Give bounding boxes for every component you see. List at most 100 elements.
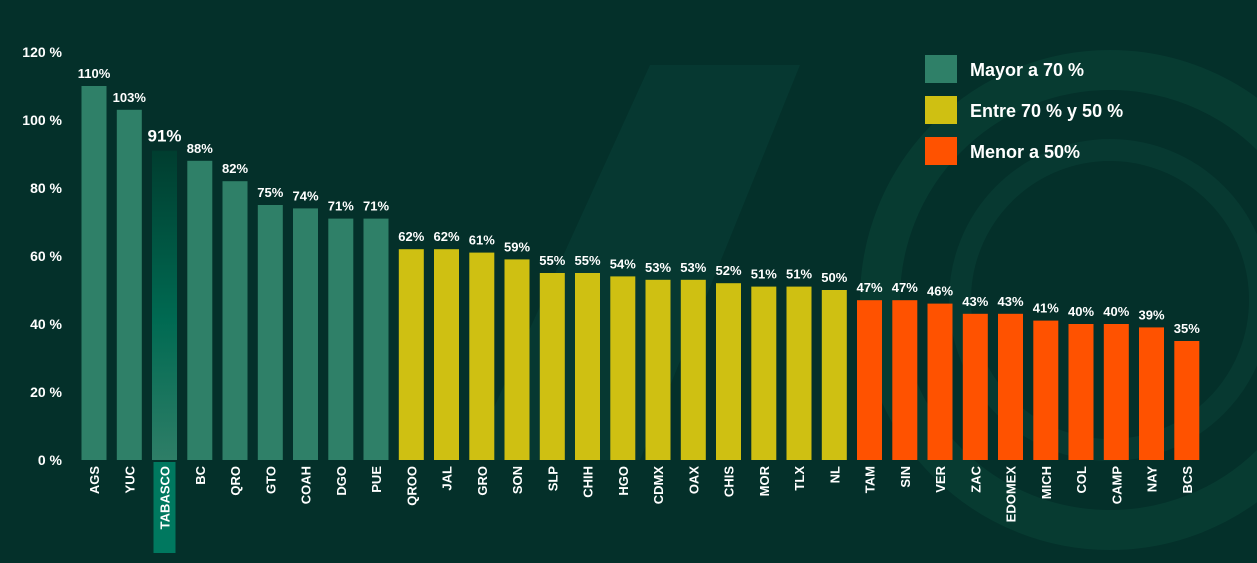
x-tick-label-camp: CAMP	[1109, 466, 1124, 505]
bar-tabasco	[152, 150, 177, 460]
value-label-pue: 71%	[363, 199, 389, 214]
bar-hgo	[610, 276, 636, 460]
value-label-zac: 43%	[962, 294, 988, 309]
value-label-tlx: 51%	[786, 267, 812, 282]
value-label-sin: 47%	[892, 280, 918, 295]
value-label-bc: 88%	[187, 141, 213, 156]
y-axis: 0 % 20 % 40 % 60 % 80 % 100 % 120 %	[22, 44, 62, 468]
bar-mich	[1033, 320, 1059, 460]
y-tick-label: 40 %	[30, 316, 62, 332]
value-label-gro: 61%	[469, 233, 495, 248]
bar-pue	[363, 218, 389, 460]
value-label-jal: 62%	[433, 229, 459, 244]
value-label-tam: 47%	[856, 280, 882, 295]
x-tick-label-cdmx: CDMX	[651, 466, 666, 505]
bar-ver	[927, 303, 953, 460]
value-label-qroo: 62%	[398, 229, 424, 244]
x-axis-labels-group: AGS YUC TABASCO BC QRO GTO COAH DGO PUE QROO JAL GR…	[87, 462, 1195, 553]
bar-nay	[1139, 327, 1164, 460]
bar-bcs	[1174, 341, 1200, 460]
bar-col	[1068, 324, 1094, 460]
bar-tam	[857, 300, 882, 460]
value-label-mor: 51%	[751, 267, 777, 282]
legend-label-mid: Entre 70 % y 50 %	[970, 101, 1123, 121]
value-label-coah: 74%	[292, 188, 318, 203]
bar-jal	[434, 249, 459, 460]
value-label-bcs: 35%	[1174, 321, 1200, 336]
value-label-son: 59%	[504, 239, 530, 254]
value-label-qro: 82%	[222, 161, 248, 176]
x-tick-label-gto: GTO	[263, 466, 278, 494]
value-label-slp: 55%	[539, 253, 565, 268]
highlight-label-background	[153, 462, 176, 553]
y-tick-label: 100 %	[22, 112, 62, 128]
value-label-gto: 75%	[257, 185, 283, 200]
bar-edomex	[998, 313, 1023, 460]
value-label-cdmx: 53%	[645, 260, 671, 275]
x-tick-label-chih: CHIH	[581, 466, 596, 498]
bar-gto	[257, 205, 283, 460]
x-tick-label-pue: PUE	[369, 466, 384, 493]
x-tick-label-bc: BC	[193, 465, 208, 484]
bar-ags	[81, 86, 107, 460]
x-tick-label-nl: NL	[827, 466, 842, 483]
bar-chih	[575, 273, 600, 460]
bar-gro	[469, 252, 495, 460]
value-label-oax: 53%	[680, 260, 706, 275]
background-emblem	[860, 50, 1257, 550]
bar-oax	[680, 279, 706, 460]
legend-swatch-mid	[925, 96, 957, 124]
value-label-dgo: 71%	[328, 199, 354, 214]
x-tick-label-nay: NAY	[1145, 466, 1160, 493]
value-label-hgo: 54%	[610, 256, 636, 271]
bar-sin	[892, 300, 918, 460]
x-tick-label-tlx: TLX	[792, 466, 807, 491]
legend-label-low: Menor a 50%	[970, 142, 1080, 162]
x-tick-label-jal: JAL	[440, 466, 455, 491]
y-tick-label: 0 %	[38, 452, 63, 468]
value-label-chis: 52%	[715, 263, 741, 278]
bar-yuc	[116, 109, 142, 461]
value-label-tabasco: 91%	[147, 127, 181, 146]
x-tick-label-mor: MOR	[757, 465, 772, 496]
bar-mor	[751, 286, 777, 460]
x-tick-label-mich: MICH	[1039, 466, 1054, 499]
y-tick-label: 80 %	[30, 180, 62, 196]
bar-tlx	[786, 286, 812, 460]
bar-son	[504, 259, 530, 460]
y-tick-label: 20 %	[30, 384, 62, 400]
value-label-nay: 39%	[1138, 307, 1164, 322]
bar-nl	[821, 290, 847, 460]
legend: Mayor a 70 % Entre 70 % y 50 % Menor a 50%	[925, 55, 1123, 165]
x-tick-label-son: SON	[510, 466, 525, 494]
x-tick-label-bcs: BCS	[1180, 466, 1195, 494]
value-labels-group: 110%103% 91% 88% 82% 75% 74% 71% 71% 62% 62% 61% 59…	[78, 66, 1201, 336]
value-label-mich: 41%	[1033, 301, 1059, 316]
legend-swatch-low	[925, 137, 957, 165]
x-tick-label-coah: COAH	[299, 466, 314, 504]
x-tick-label-zac: ZAC	[968, 465, 983, 492]
x-tick-label-gro: GRO	[475, 466, 490, 496]
x-tick-label-tam: TAM	[863, 466, 878, 493]
x-tick-label-chis: CHIS	[722, 466, 737, 497]
bar-coah	[293, 208, 318, 460]
bar-chis	[716, 283, 741, 460]
legend-label-high: Mayor a 70 %	[970, 60, 1084, 80]
x-tick-label-slp: SLP	[545, 466, 560, 492]
bar-dgo	[328, 218, 354, 460]
bar-bc	[187, 160, 213, 461]
bars-group	[81, 86, 1200, 461]
value-label-nl: 50%	[821, 270, 847, 285]
value-label-yuc: 103%	[113, 90, 147, 105]
bar-zac	[962, 313, 988, 460]
x-tick-label-ags: AGS	[87, 466, 102, 495]
bar-cdmx	[645, 279, 671, 460]
x-tick-label-ver: VER	[933, 465, 948, 492]
y-tick-label: 60 %	[30, 248, 62, 264]
legend-swatch-high	[925, 55, 957, 83]
y-tick-label: 120 %	[22, 44, 62, 60]
bar-slp	[539, 273, 565, 460]
x-tick-label-dgo: DGO	[334, 466, 349, 496]
value-label-ags: 110%	[78, 66, 111, 81]
